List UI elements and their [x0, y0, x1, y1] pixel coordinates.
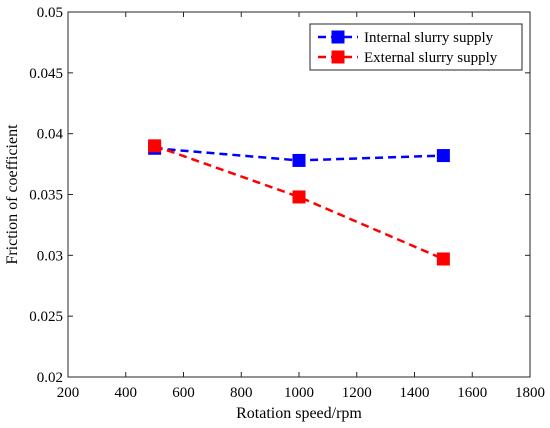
x-axis-label: Rotation speed/rpm — [236, 405, 362, 422]
y-tick-label: 0.025 — [29, 309, 63, 325]
x-tick-label: 800 — [230, 385, 253, 401]
x-tick-label: 1800 — [515, 385, 545, 401]
y-axis-ticks: 0.02 0.025 0.03 0.035 0.04 0.045 0.05 — [29, 5, 530, 386]
x-tick-label: 1200 — [342, 385, 372, 401]
y-axis-label: Friction of coefficient — [4, 124, 21, 265]
series-layer — [148, 139, 450, 266]
legend-label: Internal slurry supply — [364, 30, 494, 46]
y-tick-label: 0.05 — [37, 5, 63, 21]
y-tick-label: 0.02 — [37, 370, 63, 386]
data-point-marker — [292, 190, 306, 204]
data-point-marker — [436, 149, 450, 163]
legend-marker-swatch — [331, 30, 345, 44]
x-tick-label: 400 — [115, 385, 138, 401]
x-axis-ticks: 200 400 600 800 1000 1200 1400 1600 1800 — [57, 12, 545, 401]
y-tick-label: 0.04 — [37, 127, 64, 143]
legend-item: External slurry supply — [318, 50, 498, 66]
series-external — [148, 139, 450, 266]
data-point-marker — [148, 139, 162, 153]
x-tick-label: 1400 — [400, 385, 430, 401]
x-tick-label: 200 — [57, 385, 80, 401]
legend-label: External slurry supply — [364, 50, 498, 66]
y-tick-label: 0.03 — [37, 248, 63, 264]
legend-marker-swatch — [331, 50, 345, 64]
x-tick-label: 600 — [172, 385, 195, 401]
y-tick-label: 0.045 — [29, 66, 63, 82]
y-tick-label: 0.035 — [29, 188, 63, 204]
x-tick-label: 1000 — [284, 385, 314, 401]
legend-item: Internal slurry supply — [318, 30, 494, 46]
legend: Internal slurry supply External slurry su… — [309, 23, 523, 71]
data-point-marker — [436, 252, 450, 266]
x-tick-label: 1600 — [457, 385, 487, 401]
legend-box — [309, 23, 523, 71]
data-point-marker — [292, 153, 306, 167]
